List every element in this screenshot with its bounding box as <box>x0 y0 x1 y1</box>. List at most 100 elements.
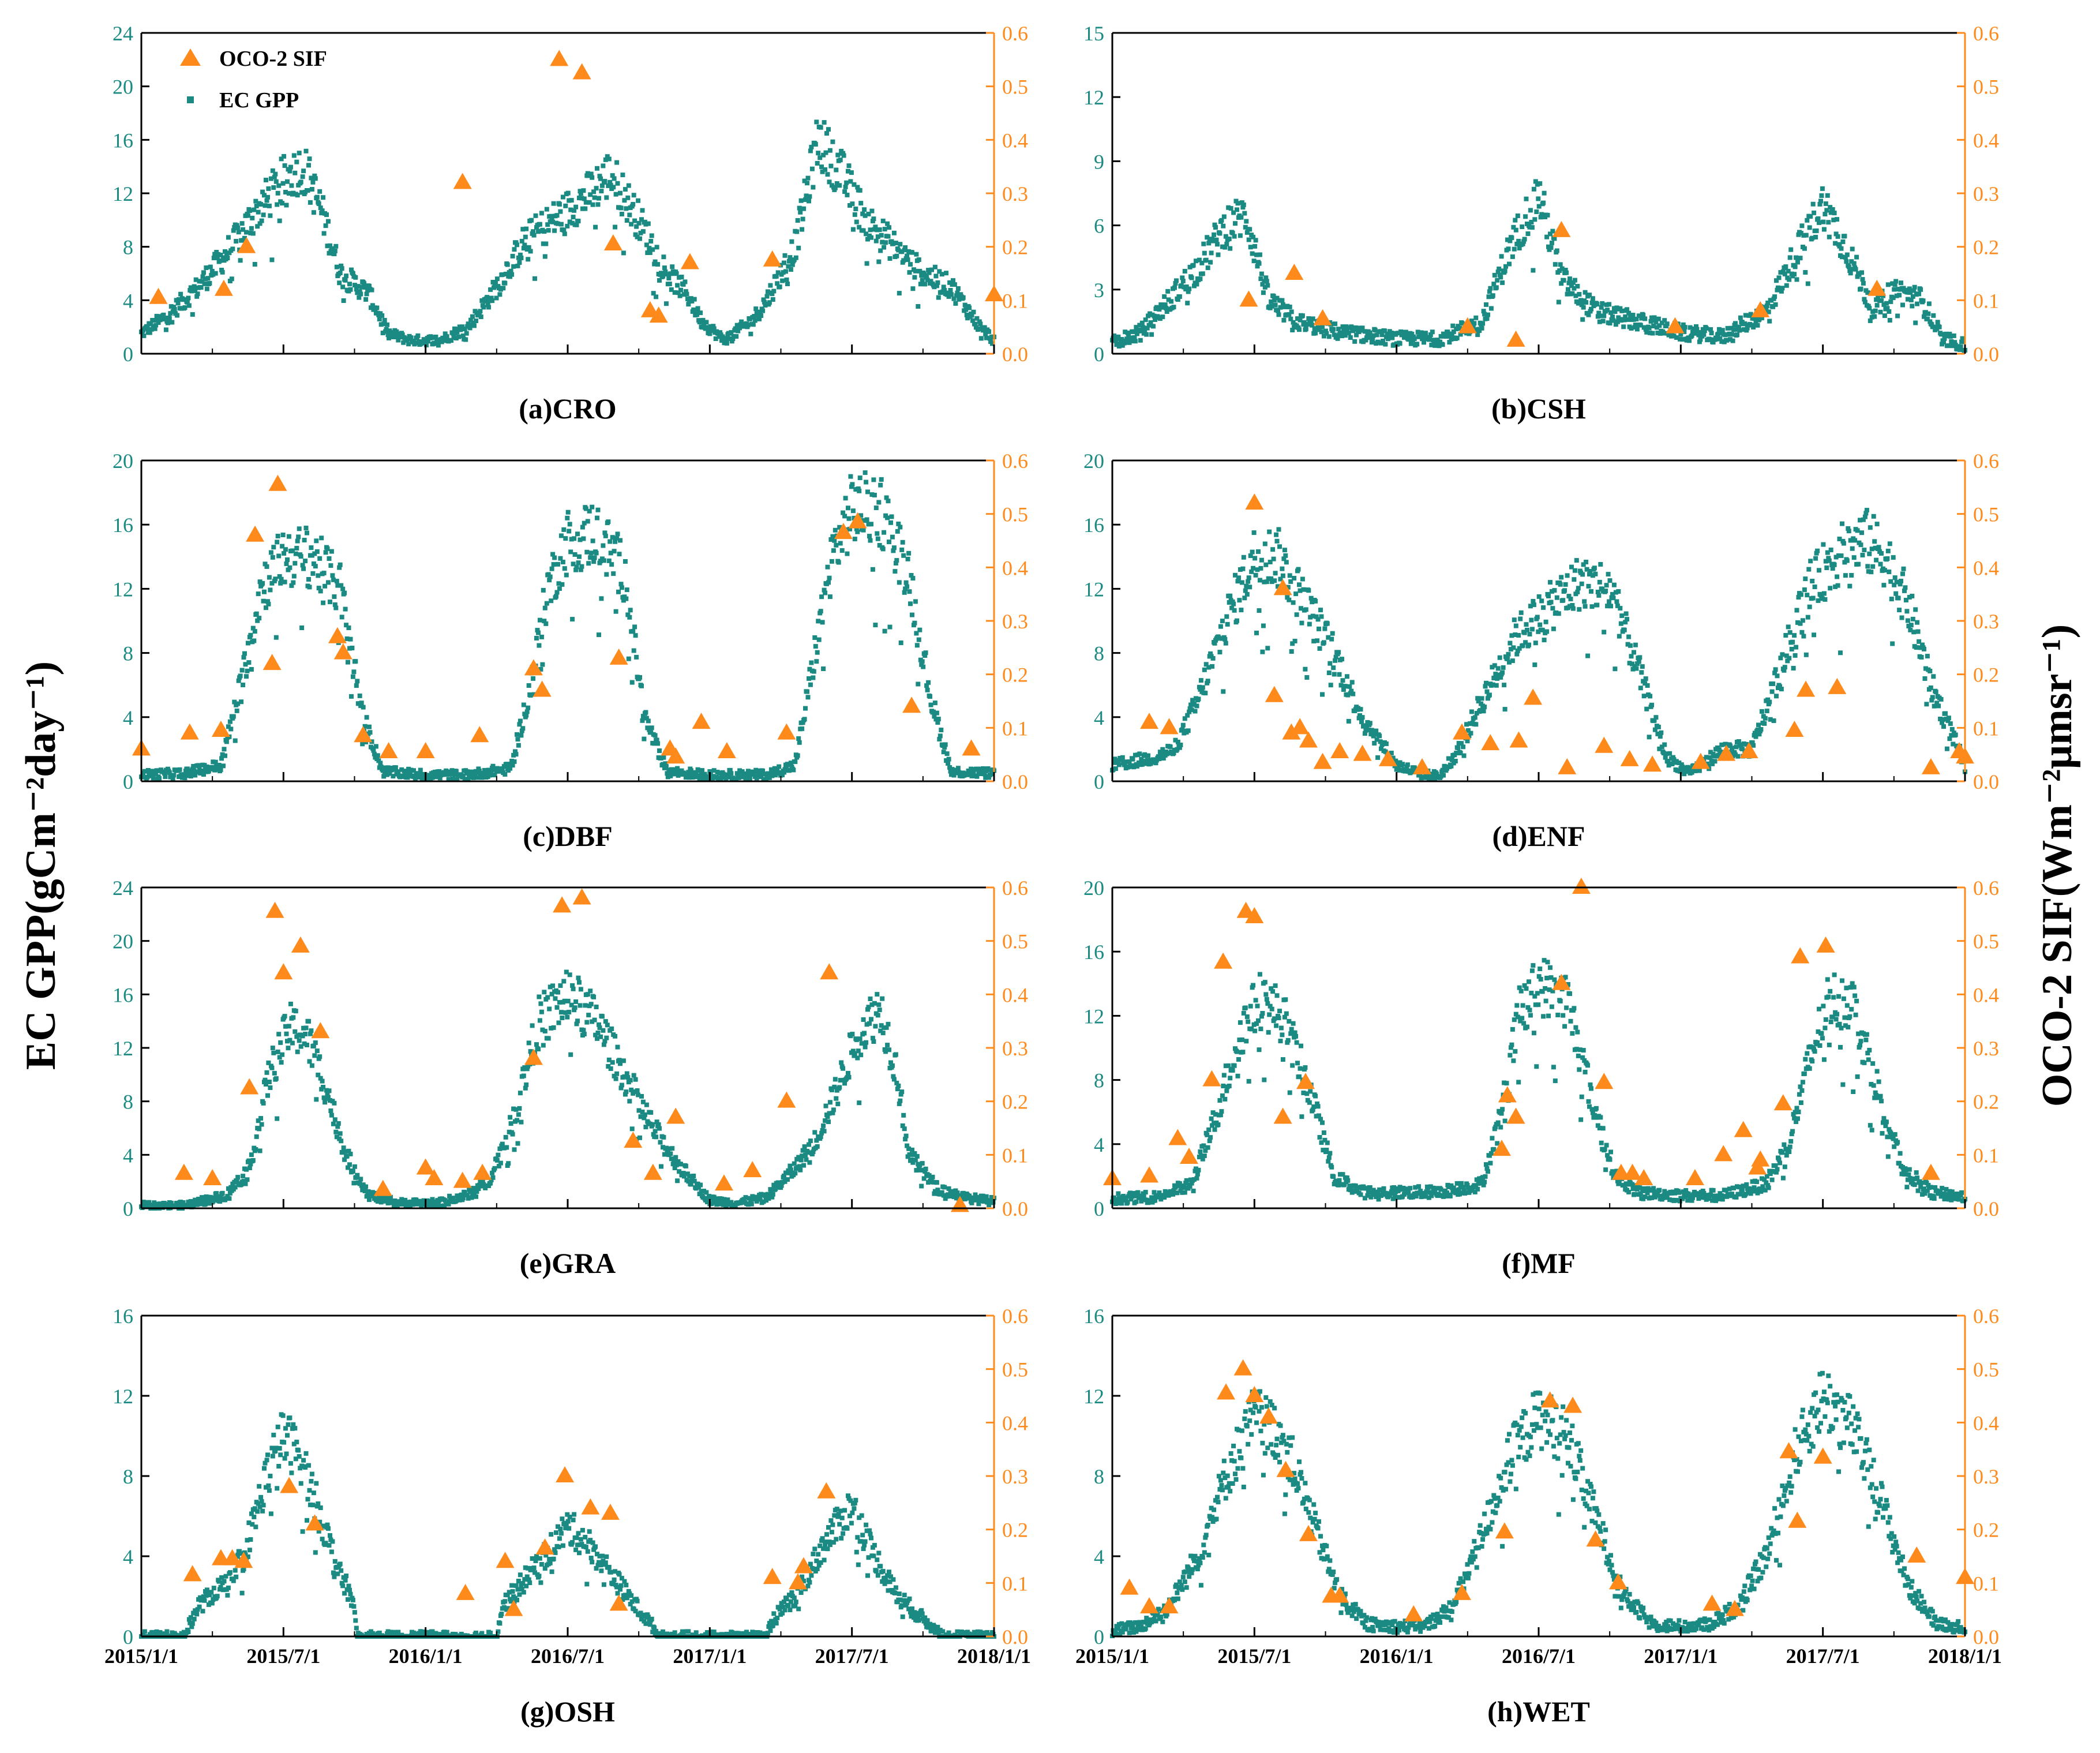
gpp-point <box>1302 320 1307 325</box>
gpp-point <box>823 590 828 595</box>
gpp-point <box>1495 269 1501 275</box>
gpp-point <box>1623 620 1628 625</box>
gpp-point <box>887 540 891 545</box>
gpp-point <box>862 470 868 475</box>
gpp-point <box>280 181 286 186</box>
gpp-point <box>1378 739 1383 744</box>
gpp-point <box>452 326 457 331</box>
gpp-point <box>599 189 604 194</box>
gpp-point <box>1712 759 1717 764</box>
gpp-point <box>949 292 954 297</box>
gpp-point <box>622 1074 627 1079</box>
gpp-point <box>757 316 762 321</box>
gpp-point <box>610 173 615 178</box>
gpp-point <box>188 285 193 290</box>
gpp-point <box>1662 742 1667 747</box>
gpp-point <box>1498 275 1503 280</box>
gpp-point <box>1833 231 1839 237</box>
gpp-point <box>1600 319 1606 324</box>
gpp-point <box>1358 707 1363 712</box>
gpp-point <box>695 306 700 311</box>
gpp-point <box>1310 613 1315 619</box>
gpp-point <box>1803 270 1808 275</box>
sif-point <box>1160 718 1179 735</box>
gpp-point <box>655 741 661 746</box>
gpp-point <box>942 288 947 293</box>
gpp-point <box>674 271 679 276</box>
gpp-point <box>1924 702 1929 707</box>
gpp-point <box>490 1175 496 1180</box>
gpp-point <box>1579 302 1584 308</box>
gpp-point <box>404 1200 410 1205</box>
gpp-point <box>834 181 839 186</box>
gpp-point <box>579 564 584 569</box>
gpp-point <box>1162 302 1168 308</box>
gpp-point <box>1825 550 1830 555</box>
gpp-point <box>203 276 208 282</box>
gpp-point <box>1709 758 1714 763</box>
gpp-point <box>1449 336 1454 342</box>
gpp-point <box>354 287 359 292</box>
gpp-point <box>594 186 599 191</box>
gpp-point <box>502 772 508 777</box>
gpp-point <box>1291 320 1296 325</box>
gpp-point <box>1252 244 1258 249</box>
gpp-point <box>544 207 549 212</box>
gpp-point <box>1607 321 1612 326</box>
gpp-point <box>595 515 599 520</box>
gpp-point <box>538 1001 543 1006</box>
gpp-point <box>736 328 741 334</box>
gpp-point <box>702 1189 706 1194</box>
gpp-point <box>1926 301 1932 306</box>
gpp-point <box>232 1185 238 1190</box>
gpp-point <box>285 557 290 562</box>
gpp-point <box>1951 741 1956 747</box>
gpp-point <box>204 764 209 769</box>
gpp-point <box>1798 592 1803 597</box>
gpp-point <box>562 566 567 571</box>
gpp-point <box>870 567 875 572</box>
gpp-point <box>1730 332 1735 337</box>
sif-point <box>1330 742 1349 759</box>
gpp-point <box>289 583 294 588</box>
gpp-point <box>494 295 499 301</box>
gpp-point <box>1710 761 1715 766</box>
gpp-point <box>268 587 273 593</box>
gpp-point <box>1300 576 1305 582</box>
gpp-point <box>257 221 262 226</box>
gpp-point <box>280 533 286 537</box>
gpp-point <box>1884 301 1889 306</box>
gpp-point <box>654 737 659 743</box>
gpp-point <box>642 1115 647 1121</box>
gpp-point <box>1689 333 1694 338</box>
gpp-point <box>481 774 486 779</box>
gpp-point <box>286 191 291 196</box>
gpp-point <box>890 534 895 540</box>
gpp-point <box>479 298 485 303</box>
gpp-point <box>808 682 813 687</box>
gpp-point <box>418 1200 423 1205</box>
sif-point <box>333 643 352 660</box>
gpp-point <box>313 1040 318 1045</box>
gpp-point <box>1205 235 1210 240</box>
gpp-point <box>1820 596 1825 601</box>
gpp-point <box>1297 582 1302 587</box>
gpp-point <box>646 718 651 724</box>
gpp-point <box>1415 342 1420 347</box>
gpp-point <box>1134 331 1139 336</box>
panel-label: (a)CRO <box>519 392 616 425</box>
gpp-point <box>1755 728 1760 732</box>
gpp-point <box>543 621 549 626</box>
gpp-point <box>1755 323 1760 328</box>
gpp-point <box>459 1192 464 1197</box>
gpp-point <box>1597 319 1602 324</box>
gpp-point <box>1346 718 1351 724</box>
gpp-point <box>401 774 406 779</box>
gpp-point <box>1590 296 1595 301</box>
gpp-point <box>293 551 298 556</box>
gpp-point <box>1139 762 1145 767</box>
gpp-point <box>299 625 305 630</box>
right-tick-label: 0.2 <box>1973 236 1999 259</box>
gpp-point <box>1708 327 1713 332</box>
gpp-point <box>654 1119 659 1125</box>
